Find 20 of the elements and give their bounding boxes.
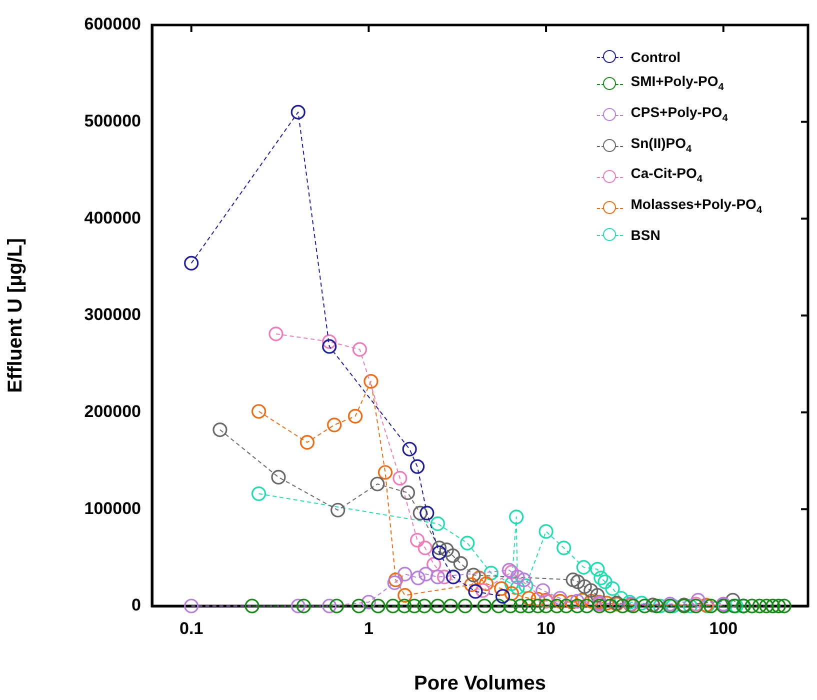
legend-label: SMI+Poly-PO$_{4}$ (630, 72, 724, 95)
x-axis-title: Pore Volumes (414, 672, 546, 695)
y-tick-label: 500000 (84, 112, 141, 131)
legend-label: Ca-Cit-PO$_{4}$ (630, 164, 702, 188)
legend-label: Control (630, 48, 681, 67)
x-tick-label: 100 (709, 618, 738, 638)
x-tick-label: 0.1 (180, 618, 204, 638)
x-tick-label: 10 (536, 618, 556, 638)
legend-label: Sn(II)PO$_{4}$ (630, 134, 692, 156)
y-tick-label: 100000 (84, 498, 141, 518)
y-tick-label: 400000 (84, 208, 141, 228)
legend-label: BSN (630, 226, 660, 245)
y-tick-label: 600000 (84, 14, 141, 34)
y-tick-label: 300000 (84, 305, 141, 324)
x-tick-label: 1 (364, 618, 374, 638)
y-axis-title: Effluent U [µg/L] (4, 238, 27, 393)
legend-label: CPS+Poly-PO$_{4}$ (630, 102, 728, 126)
y-tick-label: 0 (132, 596, 141, 615)
y-tick-label: 200000 (84, 402, 141, 422)
legend-label: Molasses+Poly-PO$_{4}$ (630, 195, 762, 218)
